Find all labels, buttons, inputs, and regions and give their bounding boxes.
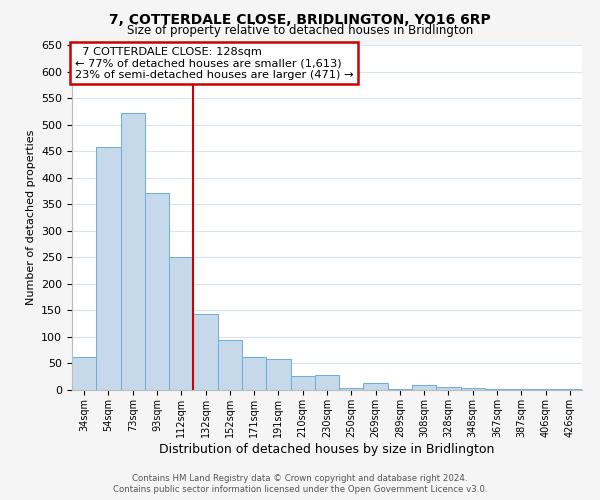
Bar <box>485 389 509 390</box>
Bar <box>145 193 169 390</box>
Bar <box>290 376 315 390</box>
Bar <box>72 356 96 390</box>
Text: Contains HM Land Registry data © Crown copyright and database right 2024.
Contai: Contains HM Land Registry data © Crown c… <box>113 474 487 494</box>
Text: Size of property relative to detached houses in Bridlington: Size of property relative to detached ho… <box>127 24 473 37</box>
Bar <box>315 374 339 390</box>
Bar <box>193 314 218 390</box>
Bar <box>242 357 266 390</box>
Bar <box>436 388 461 390</box>
Bar <box>169 257 193 390</box>
X-axis label: Distribution of detached houses by size in Bridlington: Distribution of detached houses by size … <box>160 442 494 456</box>
Bar <box>218 340 242 390</box>
Bar <box>364 383 388 390</box>
Bar <box>412 384 436 390</box>
Bar <box>461 388 485 390</box>
Text: 7, COTTERDALE CLOSE, BRIDLINGTON, YO16 6RP: 7, COTTERDALE CLOSE, BRIDLINGTON, YO16 6… <box>109 12 491 26</box>
Y-axis label: Number of detached properties: Number of detached properties <box>26 130 35 305</box>
Bar <box>96 147 121 390</box>
Bar <box>121 114 145 390</box>
Bar <box>339 388 364 390</box>
Text: 7 COTTERDALE CLOSE: 128sqm
← 77% of detached houses are smaller (1,613)
23% of s: 7 COTTERDALE CLOSE: 128sqm ← 77% of deta… <box>74 46 353 80</box>
Bar <box>266 359 290 390</box>
